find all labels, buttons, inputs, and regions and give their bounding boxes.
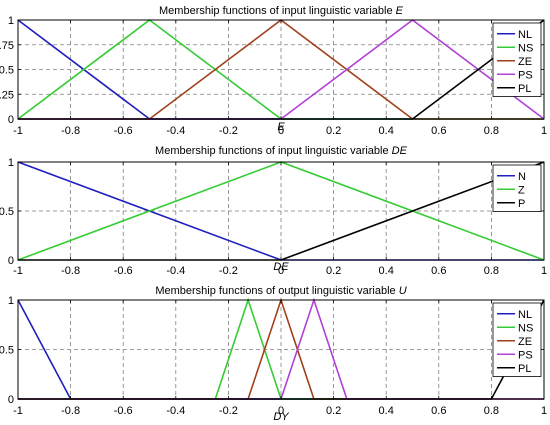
y-tick-label: 0.75 bbox=[0, 40, 14, 52]
y-tick-label: 0.5 bbox=[0, 65, 14, 77]
x-tick-label: 1 bbox=[541, 125, 547, 137]
chart-title-variable: U bbox=[399, 285, 407, 297]
x-tick-label: 0.2 bbox=[326, 405, 341, 417]
x-tick-label: 0 bbox=[278, 125, 284, 137]
legend-entry-pl: PL bbox=[518, 83, 531, 95]
x-tick-label: 0.2 bbox=[326, 265, 341, 277]
x-tick-label: 0.4 bbox=[379, 265, 394, 277]
chart-title: Membership functions of input linguistic… bbox=[155, 145, 408, 157]
chart-1: -1 -0.8 -0.6 -0.4 -0.2 0 0.2 0.4 0.6 0.8 1 0 0.25 0.5… bbox=[0, 5, 547, 137]
y-tick-label: 0.25 bbox=[0, 89, 14, 101]
legend-entry-n: N bbox=[518, 171, 526, 183]
chart-title-text: Membership functions of input linguistic… bbox=[159, 5, 396, 17]
legend-entry-ns: NS bbox=[518, 322, 533, 334]
legend-entry-z: Z bbox=[518, 184, 525, 196]
x-tick-label: -0.8 bbox=[61, 265, 80, 277]
legend-entry-ns: NS bbox=[518, 42, 533, 54]
x-tick-label: -0.6 bbox=[114, 405, 133, 417]
x-tick-label: 1 bbox=[541, 405, 547, 417]
x-tick-label: -1 bbox=[13, 405, 23, 417]
x-tick-label: -0.4 bbox=[166, 265, 185, 277]
x-tick-label: -0.2 bbox=[219, 405, 238, 417]
x-axis-label: E bbox=[277, 121, 285, 133]
y-tick-label: 0.5 bbox=[0, 345, 14, 357]
x-tick-label: 0 bbox=[278, 265, 284, 277]
legend-box bbox=[492, 302, 542, 377]
y-tick-label: 0 bbox=[8, 114, 14, 126]
x-tick-label: -0.8 bbox=[61, 125, 80, 137]
x-tick-label: -0.4 bbox=[166, 405, 185, 417]
legend-entry-ze: ZE bbox=[518, 56, 532, 68]
chart-title-variable: E bbox=[396, 5, 404, 17]
x-tick-label: 0.6 bbox=[431, 125, 446, 137]
x-tick-label: 0.4 bbox=[379, 405, 394, 417]
x-axis-label: DE bbox=[273, 261, 289, 273]
chart-title-text: Membership functions of output linguisti… bbox=[155, 285, 398, 297]
y-tick-label: 1 bbox=[8, 295, 14, 307]
y-tick-label: 0 bbox=[8, 394, 14, 406]
x-tick-label: 0.6 bbox=[431, 265, 446, 277]
legend: NZP bbox=[492, 164, 542, 212]
legend-entry-nl: NL bbox=[518, 29, 532, 41]
chart-2: -1 -0.8 -0.6 -0.4 -0.2 0 0.2 0.4 0.6 0.8 1 0 0.5 1 Mem… bbox=[0, 145, 547, 277]
x-tick-label: -0.6 bbox=[114, 125, 133, 137]
x-tick-label: -0.8 bbox=[61, 405, 80, 417]
x-tick-label: 0.8 bbox=[484, 265, 499, 277]
legend-entry-nl: NL bbox=[518, 309, 532, 321]
legend-entry-ze: ZE bbox=[518, 336, 532, 348]
x-tick-label: 0.6 bbox=[431, 405, 446, 417]
x-tick-label: -1 bbox=[13, 125, 23, 137]
chart-title-text: Membership functions of input linguistic… bbox=[155, 145, 392, 157]
legend-entry-p: P bbox=[518, 198, 525, 210]
legend-box bbox=[492, 164, 542, 212]
x-tick-label: 1 bbox=[541, 265, 547, 277]
x-tick-label: -0.6 bbox=[114, 265, 133, 277]
x-tick-label: 0 bbox=[278, 405, 284, 417]
x-tick-label: 0.8 bbox=[484, 405, 499, 417]
chart-title: Membership functions of input linguistic… bbox=[159, 5, 404, 17]
chart-title: Membership functions of output linguisti… bbox=[155, 285, 406, 297]
legend-entry-ps: PS bbox=[518, 349, 533, 361]
x-axis-label: DY bbox=[273, 411, 289, 423]
x-tick-label: 0.4 bbox=[379, 125, 394, 137]
y-tick-label: 0.5 bbox=[0, 206, 14, 218]
legend-box bbox=[492, 22, 542, 97]
x-tick-label: -0.4 bbox=[166, 125, 185, 137]
x-tick-label: -0.2 bbox=[219, 265, 238, 277]
y-tick-label: 1 bbox=[8, 15, 14, 27]
legend-entry-pl: PL bbox=[518, 363, 531, 375]
y-tick-label: 0 bbox=[8, 255, 14, 267]
chart-3: -1 -0.8 -0.6 -0.4 -0.2 0 0.2 0.4 0.6 0.8 1 0 0.5 1 Mem… bbox=[0, 285, 547, 423]
x-tick-label: -1 bbox=[13, 265, 23, 277]
x-tick-label: 0.2 bbox=[326, 125, 341, 137]
legend-entry-ps: PS bbox=[518, 69, 533, 81]
chart-title-variable: DE bbox=[392, 145, 408, 157]
x-tick-label: 0.8 bbox=[484, 125, 499, 137]
y-tick-label: 1 bbox=[8, 157, 14, 169]
x-tick-label: -0.2 bbox=[219, 125, 238, 137]
